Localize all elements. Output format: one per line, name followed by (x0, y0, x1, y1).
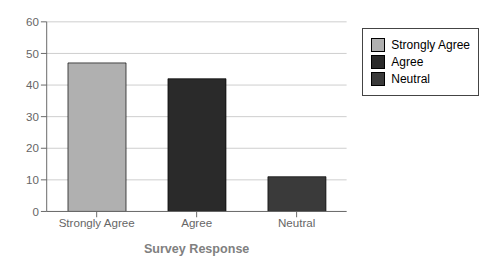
svg-text:20: 20 (26, 141, 39, 154)
svg-text:Strongly Agree: Strongly Agree (59, 216, 135, 229)
html-text:Neutral: Neutral (391, 72, 430, 86)
svg-text:Agree: Agree (181, 216, 212, 229)
svg-text:40: 40 (26, 78, 39, 91)
html-text:Agree: Agree (391, 55, 424, 69)
svg-text:10: 10 (26, 173, 39, 186)
svg-text:0: 0 (33, 205, 39, 218)
svg-text:Neutral: Neutral (278, 216, 315, 229)
svg-text:60: 60 (26, 15, 39, 28)
html-text:Strongly Agree: Strongly Agree (391, 38, 470, 52)
svg-text:50: 50 (26, 47, 39, 60)
svg-text:30: 30 (26, 110, 39, 123)
svg-text:Survey Response: Survey Response (144, 242, 249, 256)
